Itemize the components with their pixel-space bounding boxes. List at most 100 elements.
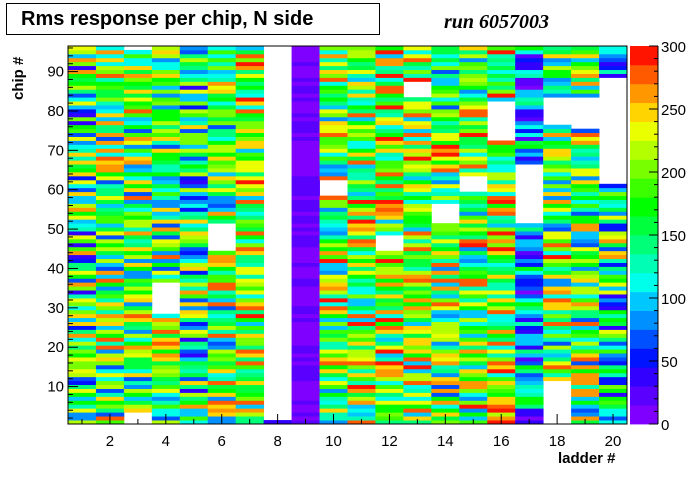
heatmap-cell [207, 128, 237, 134]
heatmap-cell [123, 187, 153, 193]
heatmap-cell [543, 238, 572, 244]
heatmap-cell [431, 298, 460, 303]
heatmap-cell [291, 321, 320, 326]
heatmap-cell [403, 164, 432, 169]
heatmap-cell [95, 242, 125, 248]
heatmap-cell [291, 101, 320, 106]
heatmap-cell [319, 380, 348, 386]
heatmap-cell [68, 124, 97, 130]
heatmap-cell [487, 164, 516, 169]
heatmap-cell [515, 85, 544, 90]
heatmap-cell [571, 136, 600, 141]
heatmap-cell [403, 175, 432, 181]
heatmap-cell [291, 333, 320, 338]
heatmap-cell [151, 120, 181, 126]
heatmap-cell [95, 270, 125, 275]
heatmap-cell [347, 412, 376, 417]
heatmap-cell [235, 392, 265, 397]
heatmap-cell [459, 120, 488, 126]
heatmap-cell [515, 317, 544, 323]
heatmap-cell [375, 353, 404, 358]
heatmap-cell [459, 376, 488, 382]
heatmap-cell [347, 250, 376, 256]
heatmap-cell [179, 116, 209, 122]
heatmap-cell [95, 164, 125, 169]
heatmap-cell [68, 412, 97, 417]
heatmap-cell [95, 349, 125, 354]
heatmap-cell [459, 313, 488, 319]
heatmap-cell [235, 412, 265, 417]
heatmap-cell [319, 325, 348, 330]
heatmap-cell [431, 120, 460, 126]
heatmap-cell [403, 313, 432, 319]
heatmap-cell [599, 46, 628, 51]
heatmap-cell [95, 278, 125, 283]
heatmap-cell [319, 85, 348, 90]
heatmap-cell [543, 368, 572, 374]
heatmap-cell [95, 290, 125, 295]
heatmap-cell [95, 101, 125, 106]
heatmap-cell [599, 49, 628, 55]
heatmap-cell [151, 89, 181, 94]
heatmap-cell [515, 361, 544, 366]
heatmap-cell [543, 85, 572, 90]
heatmap-cell [179, 179, 209, 185]
heatmap-cell [375, 187, 404, 193]
heatmap-cell [179, 215, 209, 220]
heatmap-cell [123, 396, 153, 401]
heatmap-cell [179, 49, 209, 55]
heatmap-cell [515, 61, 544, 67]
heatmap-cell [347, 144, 376, 149]
heatmap-cell [291, 416, 320, 421]
heatmap-cell [515, 231, 544, 236]
heatmap-cell [179, 258, 209, 263]
heatmap-cell [151, 361, 181, 366]
heatmap-cell [459, 357, 488, 362]
heatmap-cell [319, 266, 348, 271]
heatmap-cell [95, 364, 125, 370]
heatmap-cell [95, 392, 125, 397]
heatmap-cell [151, 195, 181, 200]
heatmap-cell [459, 191, 488, 197]
heatmap-cell [68, 148, 97, 153]
heatmap-cell [151, 333, 181, 338]
heatmap-cell [95, 309, 125, 315]
heatmap-cell [571, 81, 600, 86]
heatmap-cell [487, 160, 516, 165]
heatmap-cell [68, 57, 97, 63]
heatmap-cell [543, 191, 572, 197]
heatmap-cell [291, 61, 320, 67]
heatmap-cell [291, 109, 320, 114]
heatmap-cell [487, 254, 516, 260]
heatmap-cell [599, 231, 628, 236]
heatmap-cell [123, 309, 153, 315]
heatmap-cell [235, 191, 265, 197]
heatmap-cell [487, 337, 516, 342]
heatmap-cell [375, 309, 404, 315]
heatmap-cell [95, 73, 125, 78]
heatmap-cell [347, 164, 376, 169]
heatmap-cell [403, 309, 432, 315]
heatmap-cell [319, 69, 348, 74]
heatmap-cell [151, 46, 181, 51]
heatmap-cell [347, 65, 376, 71]
heatmap-cell [375, 313, 404, 319]
heatmap-cell [151, 132, 181, 137]
heatmap-cell [459, 364, 488, 370]
heatmap-cell [543, 313, 572, 319]
heatmap-cell [487, 140, 516, 145]
heatmap-cell [151, 179, 181, 185]
heatmap-cell [347, 109, 376, 114]
heatmap-cell [319, 211, 348, 216]
heatmap-cell [375, 270, 404, 275]
heatmap-cell [571, 408, 600, 413]
heatmap-cell [95, 144, 125, 149]
heatmap-cell [95, 215, 125, 220]
heatmap-cell [375, 191, 404, 197]
heatmap-cell [375, 61, 404, 67]
heatmap-cell [599, 294, 628, 299]
heatmap-cell [207, 203, 237, 208]
heatmap-cell [291, 195, 320, 200]
heatmap-cell [403, 317, 432, 323]
heatmap-cell [68, 109, 97, 114]
